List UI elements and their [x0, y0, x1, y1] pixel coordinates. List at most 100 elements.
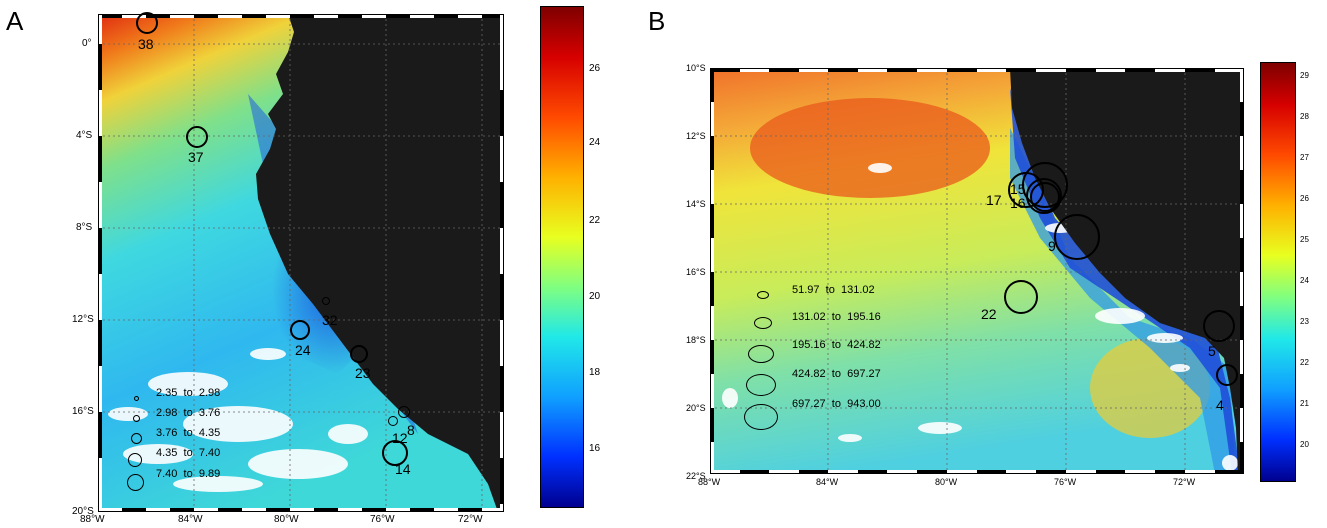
site-marker — [1030, 182, 1060, 212]
site-marker — [382, 440, 408, 466]
site-label: 17 — [986, 192, 1002, 208]
legend-to: 4.35 — [198, 427, 221, 439]
site-label: 38 — [138, 36, 154, 52]
panel-a-colorbar-label: 24 — [589, 137, 601, 148]
panel-a-letter: A — [6, 6, 24, 36]
legend-from: 424.82 — [792, 368, 826, 380]
panel-b-lat-tick: 22°S — [686, 471, 706, 481]
legend-joiner: to — [183, 468, 193, 480]
legend-to: 131.02 — [840, 284, 875, 296]
site-label: 37 — [188, 149, 204, 165]
site-label: 15 — [1010, 181, 1026, 197]
panel-a-colorbar-label: 16 — [589, 443, 601, 454]
panel-a-lon-tick: 76°W — [370, 514, 395, 525]
panel-b-legend-row: 131.02 to 195.16 — [750, 312, 881, 329]
panel-b-colorbar-label: 23 — [1300, 317, 1309, 326]
panel-a-legend-row: 2.98 to 3.76 — [130, 408, 220, 424]
legend-size-marker — [744, 404, 778, 430]
panel-b-lat-tick: 18°S — [686, 335, 706, 345]
panel-a-lon-tick: 72°W — [458, 514, 483, 525]
legend-to: 3.76 — [198, 407, 221, 419]
panel-b-lon-tick: 72°W — [1173, 477, 1196, 487]
panel-b-letter: B — [648, 6, 666, 36]
panel-a-colorbar-label: 18 — [589, 367, 601, 378]
panel-b-colorbar-label: 27 — [1300, 153, 1309, 162]
panel-b-colorbar-label: 24 — [1300, 276, 1309, 285]
legend-size-marker — [754, 317, 772, 329]
site-label: 4 — [1216, 397, 1224, 413]
legend-to: 195.16 — [847, 311, 881, 323]
legend-to: 2.98 — [198, 387, 221, 399]
legend-to: 7.40 — [198, 447, 221, 459]
site-marker — [350, 345, 368, 363]
panel-a-lat-tick: 4°S — [76, 130, 93, 141]
site-label: 9 — [1048, 238, 1056, 254]
legend-joiner: to — [831, 368, 841, 380]
panel-b-lat-tick: 12°S — [686, 131, 706, 141]
panel-b-colorbar-label: 28 — [1300, 112, 1309, 121]
legend-from: 131.02 — [792, 311, 826, 323]
site-marker — [1203, 310, 1235, 342]
panel-a-legend-row: 3.76 to 4.35 — [130, 428, 220, 444]
legend-joiner: to — [183, 407, 193, 419]
panel-a-lon-tick: 84°W — [178, 514, 203, 525]
site-label: 22 — [981, 306, 997, 322]
legend-size-marker — [757, 291, 769, 300]
panel-b-colorbar-label: 25 — [1300, 235, 1309, 244]
panel-b-lat-tick: 16°S — [686, 267, 706, 277]
legend-size-marker — [746, 374, 776, 396]
legend-size-marker — [128, 453, 142, 467]
site-marker — [1026, 178, 1062, 214]
panel-b-colorbar-label: 22 — [1300, 358, 1309, 367]
site-marker — [1054, 214, 1100, 260]
legend-joiner: to — [831, 311, 841, 323]
site-marker — [136, 12, 158, 34]
site-marker — [290, 320, 310, 340]
legend-size-marker — [748, 345, 774, 363]
panel-a-lat-tick: 16°S — [72, 406, 94, 417]
site-marker — [186, 126, 208, 148]
legend-to: 424.82 — [847, 339, 881, 351]
site-label: 32 — [322, 312, 338, 328]
legend-from: 3.76 — [156, 427, 178, 439]
legend-from: 2.98 — [156, 407, 178, 419]
panel-a-lat-tick: 0° — [82, 38, 92, 49]
legend-size-marker — [131, 433, 142, 444]
panel-a-colorbar-label: 22 — [589, 215, 601, 226]
legend-from: 697.27 — [792, 398, 826, 410]
legend-from: 2.35 — [156, 387, 178, 399]
legend-size-marker — [127, 474, 144, 491]
panel-b-legend-row: 424.82 to 697.27 — [746, 369, 881, 396]
panel-b-colorbar-label: 26 — [1300, 194, 1309, 203]
panel-a-legend-row: 7.40 to 9.89 — [127, 469, 220, 491]
legend-to: 697.27 — [847, 368, 881, 380]
panel-b-colorbar-label: 20 — [1300, 440, 1309, 449]
legend-joiner: to — [183, 447, 193, 459]
legend-joiner: to — [183, 427, 193, 439]
panel-b-lon-tick: 84°W — [816, 477, 839, 487]
panel-b-sst-map — [710, 68, 1244, 474]
panel-a-colorbar-label: 20 — [589, 291, 601, 302]
panel-b-legend-row: 697.27 to 943.00 — [744, 399, 881, 430]
panel-b-lat-tick: 10°S — [686, 63, 706, 73]
panel-b-legend-row: 195.16 to 424.82 — [748, 340, 881, 363]
panel-b-colorbar-label: 29 — [1300, 71, 1309, 80]
panel-b-legend-row: 51.97 to 131.02 — [750, 285, 875, 301]
panel-a-legend-row: 4.35 to 7.40 — [128, 448, 220, 467]
legend-joiner: to — [183, 387, 193, 399]
site-label: 24 — [295, 342, 311, 358]
panel-b-lon-tick: 76°W — [1054, 477, 1077, 487]
legend-from: 51.97 — [792, 284, 820, 296]
legend-size-marker — [134, 395, 139, 401]
site-marker — [322, 297, 330, 305]
panel-b-lat-tick: 14°S — [686, 199, 706, 209]
site-label: 14 — [395, 461, 411, 477]
legend-joiner: to — [831, 339, 841, 351]
panel-a-colorbar — [540, 6, 584, 508]
site-marker — [388, 416, 398, 426]
panel-a-lat-tick: 12°S — [72, 314, 94, 325]
site-marker — [398, 406, 410, 418]
site-label: 8 — [407, 422, 415, 438]
panel-a-colorbar-label: 26 — [589, 63, 601, 74]
legend-to: 9.89 — [198, 468, 221, 480]
